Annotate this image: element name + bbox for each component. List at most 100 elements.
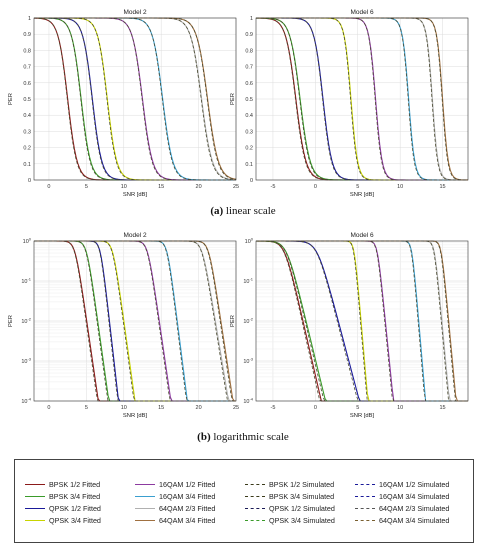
x-axis-label: SNR [dB] [123, 192, 148, 198]
chart-panel-0: 0 5 10 15 20 25 0 0.1 0.2 0.3 0.4 0.5 0.6 0.7 0.8 0.9 1 M… [8, 9, 239, 198]
x-tick-label: 25 [233, 405, 239, 411]
x-tick-label: 15 [439, 405, 445, 411]
axes-frame [33, 17, 237, 181]
y-tick-label: 0.1 [245, 162, 253, 168]
legend-label: BPSK 3/4 Simulated [269, 492, 335, 501]
x-tick-label: 10 [121, 405, 127, 411]
y-tick-label: 1 [250, 16, 253, 22]
y-tick-label: 0.9 [245, 32, 253, 38]
x-tick-label: 20 [196, 405, 202, 411]
legend-label: BPSK 1/2 Simulated [269, 480, 335, 489]
x-tick-label: 0 [47, 405, 50, 411]
y-tick-label: 10-4 [21, 397, 31, 406]
x-tick-label: 15 [158, 184, 164, 190]
legend-label: 16QAM 3/4 Simulated [379, 492, 450, 501]
legend-swatch [355, 496, 375, 497]
chart-panel-3: -5 0 5 10 15 100 10-1 10-2 10-3 10-4 Model 6 SNR [d… [230, 232, 469, 419]
y-axis-label: PER [8, 315, 14, 327]
legend-label: QPSK 1/2 Simulated [269, 504, 335, 513]
legend-swatch [25, 520, 45, 521]
legend-swatch [355, 508, 375, 509]
y-tick-label: 0.6 [245, 81, 253, 87]
axes-frame [255, 240, 469, 402]
x-tick-label: 5 [356, 405, 359, 411]
legend-swatch [245, 520, 265, 521]
y-axis-label: PER [230, 315, 236, 327]
x-tick-label: 5 [85, 184, 88, 190]
y-tick-label: 0.7 [23, 65, 31, 71]
legend-label: QPSK 3/4 Fitted [49, 516, 101, 525]
legend: BPSK 1/2 Fitted BPSK 3/4 Fitted QPSK 1/2 F… [14, 459, 474, 543]
x-tick-label: 5 [356, 184, 359, 190]
legend-label: 16QAM 1/2 Simulated [379, 480, 450, 489]
axes-frame [33, 240, 237, 402]
y-tick-label: 10-3 [21, 357, 31, 366]
x-tick-label: 0 [47, 184, 50, 190]
legend-swatch [135, 484, 155, 485]
y-tick-label: 100 [245, 237, 254, 246]
legend-swatch [355, 520, 375, 521]
y-tick-label: 0.5 [23, 97, 31, 103]
x-tick-label: -5 [271, 184, 276, 190]
caption-b-text: logarithmic scale [210, 431, 289, 443]
chart-title: Model 6 [350, 9, 374, 16]
legend-swatch [245, 496, 265, 497]
chart-panel-1: -5 0 5 10 15 0 0.1 0.2 0.3 0.4 0.5 0.6 0.7 0.8 0.9 1 Mod… [230, 9, 469, 198]
x-tick-label: 25 [233, 184, 239, 190]
legend-swatch [135, 508, 155, 509]
x-axis-label: SNR [dB] [350, 192, 375, 198]
y-tick-label: 0.2 [23, 146, 31, 152]
y-tick-label: 0.2 [245, 146, 253, 152]
legend-swatch [245, 508, 265, 509]
y-tick-label: 10-1 [21, 277, 31, 286]
y-axis-label: PER [8, 93, 14, 105]
legend-label: QPSK 3/4 Simulated [269, 516, 335, 525]
x-tick-label: 15 [439, 184, 445, 190]
legend-swatch [135, 520, 155, 521]
y-tick-label: 0.3 [245, 129, 253, 135]
y-tick-label: 100 [23, 237, 32, 246]
chart-title: Model 2 [123, 9, 147, 16]
x-axis-label: SNR [dB] [350, 413, 375, 419]
x-tick-label: 20 [196, 184, 202, 190]
y-tick-label: 10-2 [243, 317, 253, 326]
x-tick-label: 10 [397, 184, 403, 190]
legend-swatch [25, 496, 45, 497]
y-tick-label: 0 [28, 178, 31, 184]
chart-panel-2: 0 5 10 15 20 25 100 10-1 10-2 10-3 10-4 Model 2 SNR … [8, 232, 239, 419]
legend-label: 64QAM 3/4 Fitted [159, 516, 216, 525]
y-tick-label: 0.5 [245, 97, 253, 103]
y-tick-label: 0.1 [23, 162, 31, 168]
y-axis-label: PER [230, 93, 236, 105]
legend-label: 64QAM 3/4 Simulated [379, 516, 450, 525]
y-tick-label: 0.4 [245, 113, 253, 119]
legend-label: 16QAM 1/2 Fitted [159, 480, 216, 489]
y-tick-label: 10-1 [243, 277, 253, 286]
y-tick-label: 0.3 [23, 129, 31, 135]
caption-a-label: (a) [210, 205, 224, 217]
legend-swatch [135, 496, 155, 497]
x-tick-label: 0 [314, 405, 317, 411]
legend-label: BPSK 3/4 Fitted [49, 492, 101, 501]
y-tick-label: 10-3 [243, 357, 253, 366]
legend-label: 16QAM 3/4 Fitted [159, 492, 216, 501]
x-tick-label: 15 [158, 405, 164, 411]
y-tick-label: 0.8 [245, 48, 253, 54]
x-tick-label: 10 [397, 405, 403, 411]
x-axis-label: SNR [dB] [123, 413, 148, 419]
legend-swatch [245, 484, 265, 485]
legend-swatch [25, 484, 45, 485]
legend-label: QPSK 1/2 Fitted [49, 504, 101, 513]
series-simulated-16qam-3-4 [34, 17, 236, 181]
y-tick-label: 10-2 [21, 317, 31, 326]
x-tick-label: 5 [85, 405, 88, 411]
legend-label: BPSK 1/2 Fitted [49, 480, 101, 489]
y-tick-label: 0.9 [23, 32, 31, 38]
caption-a-text: linear scale [223, 205, 276, 217]
caption-a: (a) linear scale [0, 205, 486, 217]
axes-frame [255, 17, 469, 181]
x-tick-label: 0 [314, 184, 317, 190]
y-tick-label: 0.4 [23, 113, 31, 119]
legend-swatch [355, 484, 375, 485]
y-tick-label: 0.8 [23, 48, 31, 54]
